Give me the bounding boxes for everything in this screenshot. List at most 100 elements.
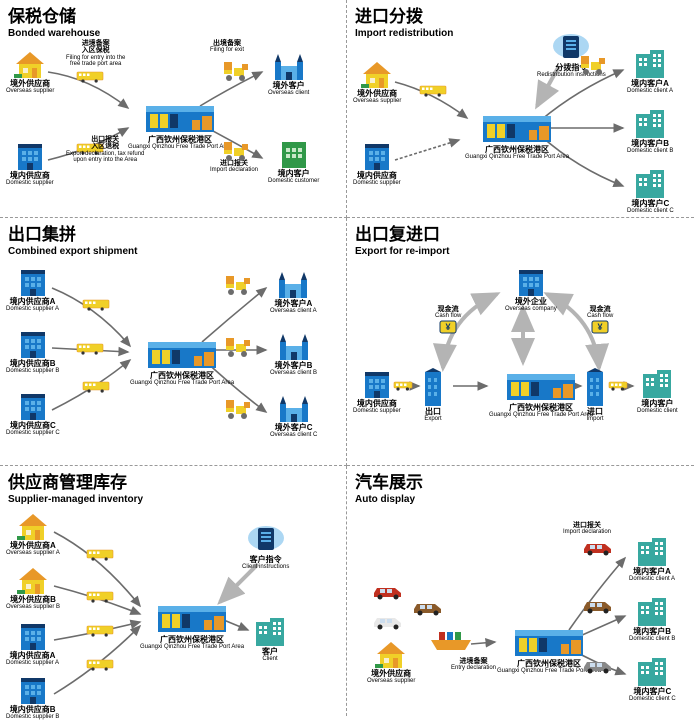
node-forklift [222,140,252,162]
panel-title-en: Supplier-managed inventory [8,494,338,505]
node-label-cn: 广西钦州保税港区 [148,136,212,144]
node-bldg-blue: 境内供应商BDomestic supplier B [6,328,59,375]
node-server: 客户指令Client instructions [242,522,289,571]
node-bldg-teal: 境内客户CDomestic client C [629,656,676,703]
node-label-en: Overseas supplier [367,678,415,684]
node-warehouse: 广西钦州保税港区Guangxi Qinzhou Free Trade Port … [465,110,569,161]
node-bldg-blue: 境外企业Overseas company [505,266,557,313]
node-label-en: Guangxi Qinzhou Free Trade Port Area [465,154,569,160]
node-label-cn: 广西钦州保税港区 [517,660,581,668]
flow-label: 现金流Cash flow¥ [587,306,613,336]
panel-title-cn: 进口分拨 [355,8,686,27]
node-warehouse: 广西钦州保税港区Guangxi Qinzhou Free Trade Port … [128,100,232,151]
node-label-cn: 广西钦州保税港区 [509,404,573,412]
node-label-cn: 境内供应商 [357,172,397,180]
node-tall-blue: 进口Import [583,368,607,423]
node-house-yellow: 境外供应商Overseas supplier [367,640,415,685]
node-car-gray [581,658,615,674]
node-bldg-teal: 客户Client [252,616,288,663]
node-label-cn: 境内供应商A [10,652,56,660]
bus-icon [76,342,106,356]
node-label-en: Domestic client B [629,636,675,642]
node-label-en: Domestic client A [627,88,673,94]
node-house-yellow: 境外供应商Overseas supplier [353,60,401,105]
node-bldg-teal: 境内客户ADomestic client A [627,48,673,95]
node-label-en: Domestic client C [627,208,674,214]
node-label-en: Domestic supplier [6,180,54,186]
flow-label: 进境备案Entry declaration [451,658,496,672]
node-label-en: Overseas client B [270,370,317,376]
node-label-cn: 境内客户A [633,568,671,576]
node-warehouse: 广西钦州保税港区Guangxi Qinzhou Free Trade Port … [130,336,234,387]
node-car-red [581,540,615,556]
bus-icon [419,84,449,98]
node-label-cn: 境内供应商A [10,298,56,306]
node-label-en: Overseas supplier B [6,604,60,610]
node-label-cn: 境外供应商 [10,80,50,88]
node-label-cn: 出口 [425,408,441,416]
svg-text:¥: ¥ [446,322,451,332]
panel-title-en: Combined export shipment [8,246,338,257]
node-label-cn: 广西钦州保税港区 [485,146,549,154]
panel-title-en: Bonded warehouse [8,28,338,39]
diagram-panel: 供应商管理库存Supplier-managed inventory境外供应商AO… [0,466,347,716]
bus-icon [82,298,112,312]
node-label-en: Domestic supplier A [6,660,59,666]
node-label-cn: 客户 [262,648,278,656]
node-label-cn: 境内供应商 [10,172,50,180]
node-label-en: Overseas supplier [353,98,401,104]
bus-icon [86,658,116,672]
panel-title-en: Export for re-import [355,246,686,257]
node-castle: 境外客户AOverseas client A [270,266,317,315]
node-label-en: Domestic customer [268,178,319,184]
node-label-cn: 境外企业 [515,298,547,306]
bus-icon [76,70,106,84]
node-bldg-teal: 境内客户CDomestic client C [627,168,674,215]
node-label-en: Overseas company [505,306,557,312]
node-label-en: Guangxi Qinzhou Free Trade Port Area [130,380,234,386]
node-label-cn: 广西钦州保税港区 [160,636,224,644]
node-car-brown [581,598,615,614]
node-bldg-blue: 境内供应商Domestic supplier [6,140,54,187]
node-house-yellow: 境外供应商AOverseas supplier A [6,512,60,557]
node-label-en: Overseas client C [270,432,317,438]
node-label-cn: 广西钦州保税港区 [150,372,214,380]
node-car-white [371,614,405,630]
bus-icon [86,624,116,638]
bus-icon [608,378,638,392]
node-warehouse: 广西钦州保税港区Guangxi Qinzhou Free Trade Port … [140,600,244,651]
node-forklift [579,54,609,76]
node-castle: 境外客户Overseas client [268,48,309,97]
diagram-panel: 进口分拨Import redistribution境外供应商Overseas s… [347,0,694,218]
node-label-cn: 境内供应商B [10,360,56,368]
node-label-en: Client instructions [242,564,289,570]
node-forklift [224,274,254,296]
node-label-en: Overseas client A [270,308,317,314]
node-house-yellow: 境外供应商Overseas supplier [6,50,54,95]
node-label-en: Domestic supplier B [6,714,59,720]
node-label-en: Import [586,416,603,422]
node-label-en: Domestic supplier A [6,306,59,312]
node-bldg-teal: 境内客户BDomestic client B [629,596,675,643]
panel-title-cn: 出口复进口 [355,226,686,245]
node-bldg-blue: 境内供应商Domestic supplier [353,368,401,415]
node-label-en: Guangxi Qinzhou Free Trade Port Area [140,644,244,650]
diagram-panel: 出口复进口Export for re-import 现金流Cash flow¥ 现金… [347,218,694,466]
node-label-en: Overseas client [268,90,309,96]
node-castle: 境外客户BOverseas client B [270,328,317,377]
node-label-cn: 境内客户 [278,170,310,178]
flow-label: 现金流Cash flow¥ [435,306,461,336]
diagram-panel: 保税仓储Bonded warehouse进境备案入区保税Filing for e… [0,0,347,218]
panel-title-cn: 保税仓储 [8,8,338,27]
node-label-en: Domestic supplier C [6,430,60,436]
node-label-cn: 进口 [587,408,603,416]
node-label-cn: 境外客户C [275,424,313,432]
node-label-cn: 境外客户A [274,300,312,308]
node-label-cn: 境内客户C [633,688,671,696]
node-bldg-blue: 境内供应商Domestic supplier [353,140,401,187]
node-ship [429,630,473,652]
node-label-en: Domestic supplier [353,408,401,414]
node-tall-blue: 出口Export [421,368,445,423]
node-bldg-teal: 境内客户BDomestic client B [627,108,673,155]
bus-icon [86,590,116,604]
